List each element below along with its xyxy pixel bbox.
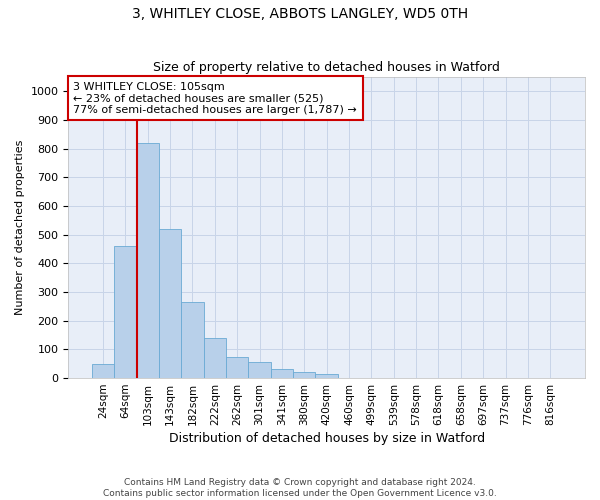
Bar	[248, 362, 271, 378]
Title: Size of property relative to detached houses in Watford: Size of property relative to detached ho…	[153, 62, 500, 74]
Bar	[181, 302, 203, 378]
Bar	[203, 338, 226, 378]
Bar	[92, 364, 114, 378]
Bar	[137, 143, 159, 378]
Text: 3, WHITLEY CLOSE, ABBOTS LANGLEY, WD5 0TH: 3, WHITLEY CLOSE, ABBOTS LANGLEY, WD5 0T…	[132, 8, 468, 22]
Bar	[159, 229, 181, 378]
Bar	[114, 246, 137, 378]
Text: Contains HM Land Registry data © Crown copyright and database right 2024.
Contai: Contains HM Land Registry data © Crown c…	[103, 478, 497, 498]
Bar	[293, 372, 316, 378]
Text: 3 WHITLEY CLOSE: 105sqm
← 23% of detached houses are smaller (525)
77% of semi-d: 3 WHITLEY CLOSE: 105sqm ← 23% of detache…	[73, 82, 357, 115]
X-axis label: Distribution of detached houses by size in Watford: Distribution of detached houses by size …	[169, 432, 485, 445]
Y-axis label: Number of detached properties: Number of detached properties	[15, 140, 25, 316]
Bar	[316, 374, 338, 378]
Bar	[271, 370, 293, 378]
Bar	[226, 356, 248, 378]
